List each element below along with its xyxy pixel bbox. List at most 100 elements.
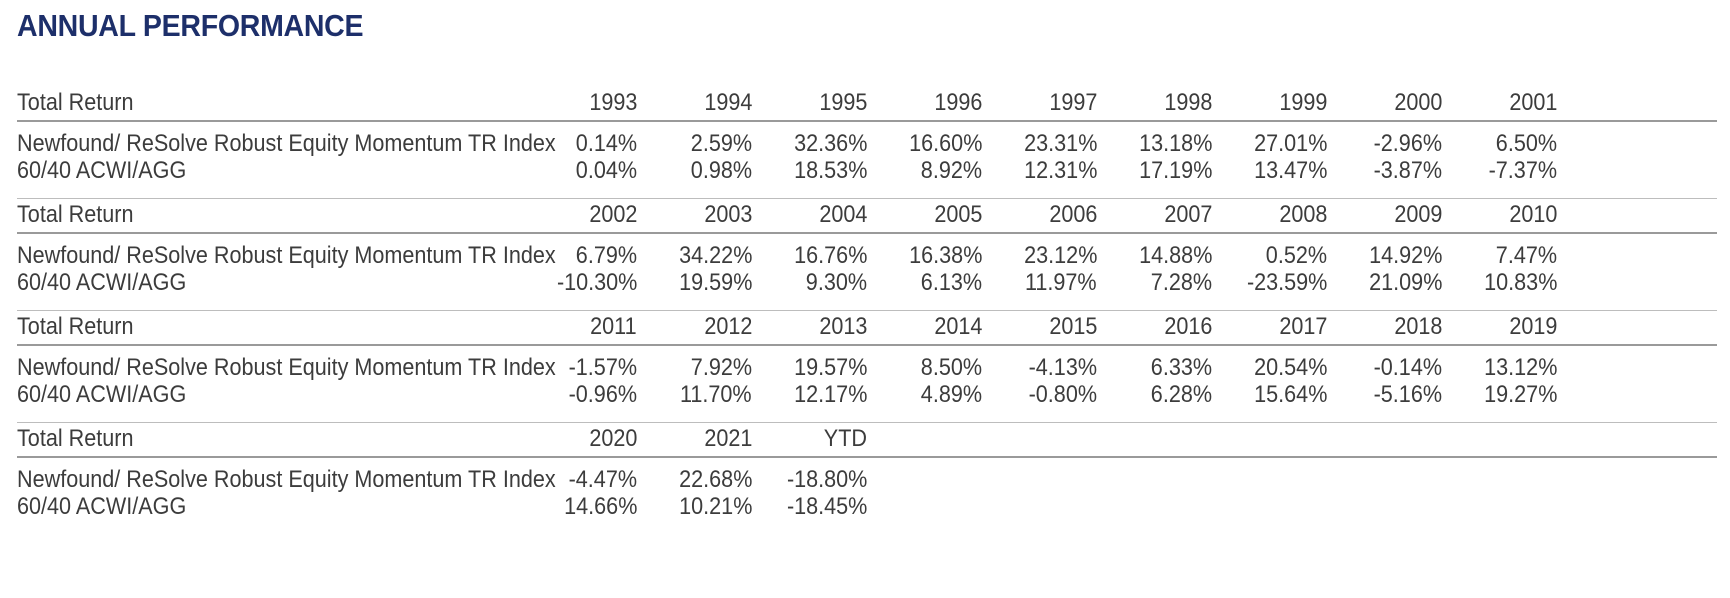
return-value: 23.31% (1023, 130, 1097, 157)
year-header: 1993 (588, 89, 637, 116)
year-header: 1997 (1048, 89, 1097, 116)
table-row: Newfound/ ReSolve Robust Equity Momentum… (17, 129, 1717, 159)
return-value: 18.53% (793, 157, 867, 184)
return-value: -18.80% (786, 466, 867, 493)
year-header: 1996 (933, 89, 982, 116)
header-rule (17, 344, 1717, 346)
year-header: 2008 (1278, 201, 1327, 228)
return-value: -3.87% (1373, 157, 1442, 184)
return-value: 6.28% (1150, 381, 1212, 408)
return-value: 34.22% (678, 242, 752, 269)
year-header: 2016 (1163, 313, 1212, 340)
return-value: 4.89% (920, 381, 982, 408)
year-header: 1999 (1278, 89, 1327, 116)
return-value: 15.64% (1253, 381, 1327, 408)
year-header: YTD (823, 425, 867, 452)
return-value: 7.28% (1150, 269, 1212, 296)
return-value: 13.18% (1138, 130, 1212, 157)
year-header: 1995 (818, 89, 867, 116)
performance-block: Total Return 1993 1994 1995 1996 1997 1998 1999… (17, 87, 1717, 199)
return-value: 13.47% (1253, 157, 1327, 184)
block-divider (17, 422, 1717, 423)
return-value: 12.31% (1023, 157, 1097, 184)
header-label: Total Return (17, 425, 134, 452)
return-value: 8.92% (920, 157, 982, 184)
header-row: Total Return 2011 2012 2013 2014 2015 2016 2017… (17, 311, 1717, 343)
year-header: 2018 (1393, 313, 1442, 340)
year-header: 1994 (703, 89, 752, 116)
header-label: Total Return (17, 201, 134, 228)
year-header: 2014 (933, 313, 982, 340)
return-value: 19.57% (793, 354, 867, 381)
return-value: -2.96% (1373, 130, 1442, 157)
year-header: 2020 (588, 425, 637, 452)
return-value: 16.76% (793, 242, 867, 269)
performance-block: Total Return 2011 2012 2013 2014 2015 2016 2017… (17, 311, 1717, 423)
header-label: Total Return (17, 89, 134, 116)
return-value: -4.47% (568, 466, 637, 493)
header-row: Total Return 1993 1994 1995 1996 1997 1998 1999… (17, 87, 1717, 119)
return-value: 14.92% (1368, 242, 1442, 269)
return-value: -4.13% (1028, 354, 1097, 381)
return-value: -5.16% (1373, 381, 1442, 408)
return-value: -0.96% (568, 381, 637, 408)
year-header: 2001 (1508, 89, 1557, 116)
return-value: 0.14% (575, 130, 637, 157)
return-value: 12.17% (793, 381, 867, 408)
return-value: -0.80% (1028, 381, 1097, 408)
return-value: 21.09% (1368, 269, 1442, 296)
year-header: 2019 (1508, 313, 1557, 340)
header-rule (17, 232, 1717, 234)
return-value: 7.47% (1495, 242, 1557, 269)
table-row: Newfound/ ReSolve Robust Equity Momentum… (17, 353, 1717, 383)
row-label: 60/40 ACWI/AGG (17, 157, 187, 184)
return-value: 6.50% (1495, 130, 1557, 157)
year-header: 2007 (1163, 201, 1212, 228)
return-value: 13.12% (1483, 354, 1557, 381)
row-label: Newfound/ ReSolve Robust Equity Momentum… (17, 130, 556, 157)
return-value: 14.88% (1138, 242, 1212, 269)
return-value: 19.59% (678, 269, 752, 296)
performance-block: Total Return 2020 2021 YTD Newfound/ ReSolve… (17, 423, 1717, 535)
return-value: 20.54% (1253, 354, 1327, 381)
table-row: 60/40 ACWI/AGG 0.04% 0.98% 18.53% 8.92% 12.31… (17, 156, 1717, 186)
year-header: 2002 (588, 201, 637, 228)
return-value: 10.21% (678, 493, 752, 520)
table-row: 60/40 ACWI/AGG -10.30% 19.59% 9.30% 6.13% 11.… (17, 268, 1717, 298)
block-divider (17, 310, 1717, 311)
return-value: 2.59% (690, 130, 752, 157)
year-header: 2009 (1393, 201, 1442, 228)
return-value: 8.50% (920, 354, 982, 381)
return-value: 11.70% (680, 381, 752, 408)
year-header: 2006 (1048, 201, 1097, 228)
return-value: 11.97% (1025, 269, 1097, 296)
return-value: 9.30% (805, 269, 867, 296)
return-value: 6.33% (1150, 354, 1212, 381)
return-value: 22.68% (678, 466, 752, 493)
year-header: 2013 (818, 313, 867, 340)
header-label: Total Return (17, 313, 134, 340)
header-row: Total Return 2002 2003 2004 2005 2006 2007 2008… (17, 199, 1717, 231)
row-label: Newfound/ ReSolve Robust Equity Momentum… (17, 466, 556, 493)
year-header: 2010 (1508, 201, 1557, 228)
row-label: 60/40 ACWI/AGG (17, 493, 187, 520)
year-header: 2004 (818, 201, 867, 228)
return-value: -23.59% (1246, 269, 1327, 296)
return-value: -18.45% (786, 493, 867, 520)
return-value: 32.36% (793, 130, 867, 157)
return-value: -7.37% (1488, 157, 1557, 184)
row-label: 60/40 ACWI/AGG (17, 381, 187, 408)
return-value: 19.27% (1483, 381, 1557, 408)
table-row: 60/40 ACWI/AGG -0.96% 11.70% 12.17% 4.89% -0.… (17, 380, 1717, 410)
year-header: 2000 (1393, 89, 1442, 116)
header-rule (17, 456, 1717, 458)
year-header: 1998 (1163, 89, 1212, 116)
return-value: -10.30% (556, 269, 637, 296)
page-title: ANNUAL PERFORMANCE (17, 8, 364, 43)
return-value: 0.04% (575, 157, 637, 184)
table-row: Newfound/ ReSolve Robust Equity Momentum… (17, 465, 1717, 495)
return-value: 7.92% (690, 354, 752, 381)
row-label: Newfound/ ReSolve Robust Equity Momentum… (17, 354, 556, 381)
table-row: Newfound/ ReSolve Robust Equity Momentum… (17, 241, 1717, 271)
return-value: 6.79% (575, 242, 637, 269)
